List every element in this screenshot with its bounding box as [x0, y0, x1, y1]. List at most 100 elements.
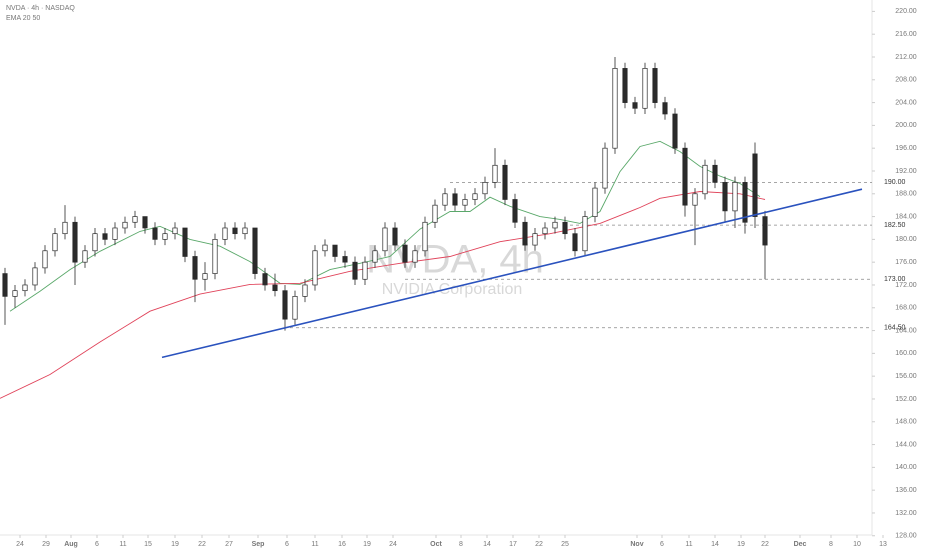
candle-body — [432, 204, 438, 223]
candle-body — [472, 193, 478, 200]
candle-body — [312, 250, 318, 286]
y-tick-label: 192.00 — [895, 168, 917, 175]
x-tick-label: 16 — [338, 541, 346, 548]
x-tick-label: 24 — [389, 541, 397, 548]
candle-body — [362, 261, 368, 280]
candle-body — [132, 216, 138, 223]
x-tick-label: 14 — [483, 541, 491, 548]
candle-body — [2, 273, 8, 297]
candle-body — [212, 239, 218, 274]
x-tick-label: Nov — [630, 541, 643, 548]
candle-body — [702, 164, 708, 195]
y-tick-label: 176.00 — [895, 259, 917, 266]
candle-body — [742, 182, 748, 223]
y-tick-label: 132.00 — [895, 510, 917, 517]
y-tick-label: 180.00 — [895, 236, 917, 243]
candle-body — [442, 193, 448, 206]
candle-body — [22, 284, 28, 292]
chart-header: NVDA · 4h · NASDAQ — [6, 5, 75, 12]
candle-body — [152, 227, 158, 240]
candle-body — [72, 221, 78, 263]
candle-body — [522, 221, 528, 246]
ema-line — [0, 191, 766, 399]
x-tick-label: 22 — [198, 541, 206, 548]
candle-body — [452, 193, 458, 206]
candle-body — [712, 164, 718, 183]
candle-body — [612, 68, 618, 149]
y-tick-label: 152.00 — [895, 396, 917, 403]
candle-body — [52, 233, 58, 252]
candle-body — [592, 187, 598, 217]
y-tick-label: 188.00 — [895, 191, 917, 198]
y-tick-label: 140.00 — [895, 464, 917, 471]
y-tick-label: 168.00 — [895, 305, 917, 312]
candle-body — [222, 227, 228, 240]
y-tick-label: 216.00 — [895, 31, 917, 38]
indicator-legend: EMA 20 50 — [6, 15, 40, 22]
y-tick-label: 196.00 — [895, 145, 917, 152]
candle-body — [722, 182, 728, 212]
candle-body — [392, 227, 398, 246]
candle-body — [632, 102, 638, 109]
candle-body — [652, 68, 658, 103]
x-tick-label: 25 — [561, 541, 569, 548]
candle-body — [202, 273, 208, 280]
x-tick-label: 6 — [285, 541, 289, 548]
candle-body — [412, 250, 418, 263]
candle-body — [662, 102, 668, 115]
candle-body — [62, 221, 68, 235]
candle-body — [582, 216, 588, 252]
x-tick-label: 29 — [42, 541, 50, 548]
candle-body — [402, 244, 408, 263]
candle-body — [112, 227, 118, 240]
y-tick-label: 200.00 — [895, 122, 917, 129]
candle-body — [422, 221, 428, 252]
candle-body — [102, 233, 108, 240]
x-tick-label: 22 — [535, 541, 543, 548]
candle-body — [232, 227, 238, 235]
candle-body — [482, 182, 488, 195]
candle-body — [642, 68, 648, 109]
x-tick-label: 11 — [685, 541, 692, 548]
candle-body — [672, 113, 678, 149]
candle-body — [512, 199, 518, 223]
x-tick-label: 6 — [660, 541, 664, 548]
candle-body — [292, 296, 298, 320]
ema-line — [9, 140, 761, 312]
candle-body — [552, 221, 558, 229]
level-label: 164.50 — [884, 325, 906, 332]
x-tick-label: Dec — [794, 541, 807, 548]
candle-body — [342, 256, 348, 263]
x-tick-label: 13 — [879, 541, 887, 548]
x-tick-label: 14 — [711, 541, 719, 548]
level-label: 190.00 — [884, 179, 906, 186]
candle-body — [92, 233, 98, 252]
y-tick-label: 156.00 — [895, 373, 917, 380]
candle-body — [32, 267, 38, 286]
candle-body — [372, 250, 378, 263]
candle-body — [692, 193, 698, 206]
watermark-subtitle: NVIDIA Corporation — [382, 281, 523, 298]
candle-body — [382, 227, 388, 252]
y-tick-label: 212.00 — [895, 54, 917, 61]
x-tick-label: 17 — [509, 541, 517, 548]
candle-body — [162, 233, 168, 240]
x-tick-label: 8 — [829, 541, 833, 548]
candle-body — [492, 164, 498, 183]
y-tick-label: 208.00 — [895, 77, 917, 84]
candle-body — [732, 182, 738, 212]
candle-body — [502, 164, 508, 200]
x-tick-label: Sep — [252, 541, 265, 548]
candle-body — [182, 227, 188, 257]
candle-body — [542, 227, 548, 235]
candle-body — [192, 256, 198, 280]
x-tick-label: 11 — [311, 541, 318, 548]
candle-body — [82, 250, 88, 263]
x-tick-label: 8 — [459, 541, 463, 548]
candle-body — [172, 227, 178, 235]
candle-body — [352, 261, 358, 280]
candle-body — [12, 290, 18, 297]
candle-body — [262, 273, 268, 286]
x-tick-label: 6 — [95, 541, 99, 548]
candle-body — [42, 250, 48, 269]
